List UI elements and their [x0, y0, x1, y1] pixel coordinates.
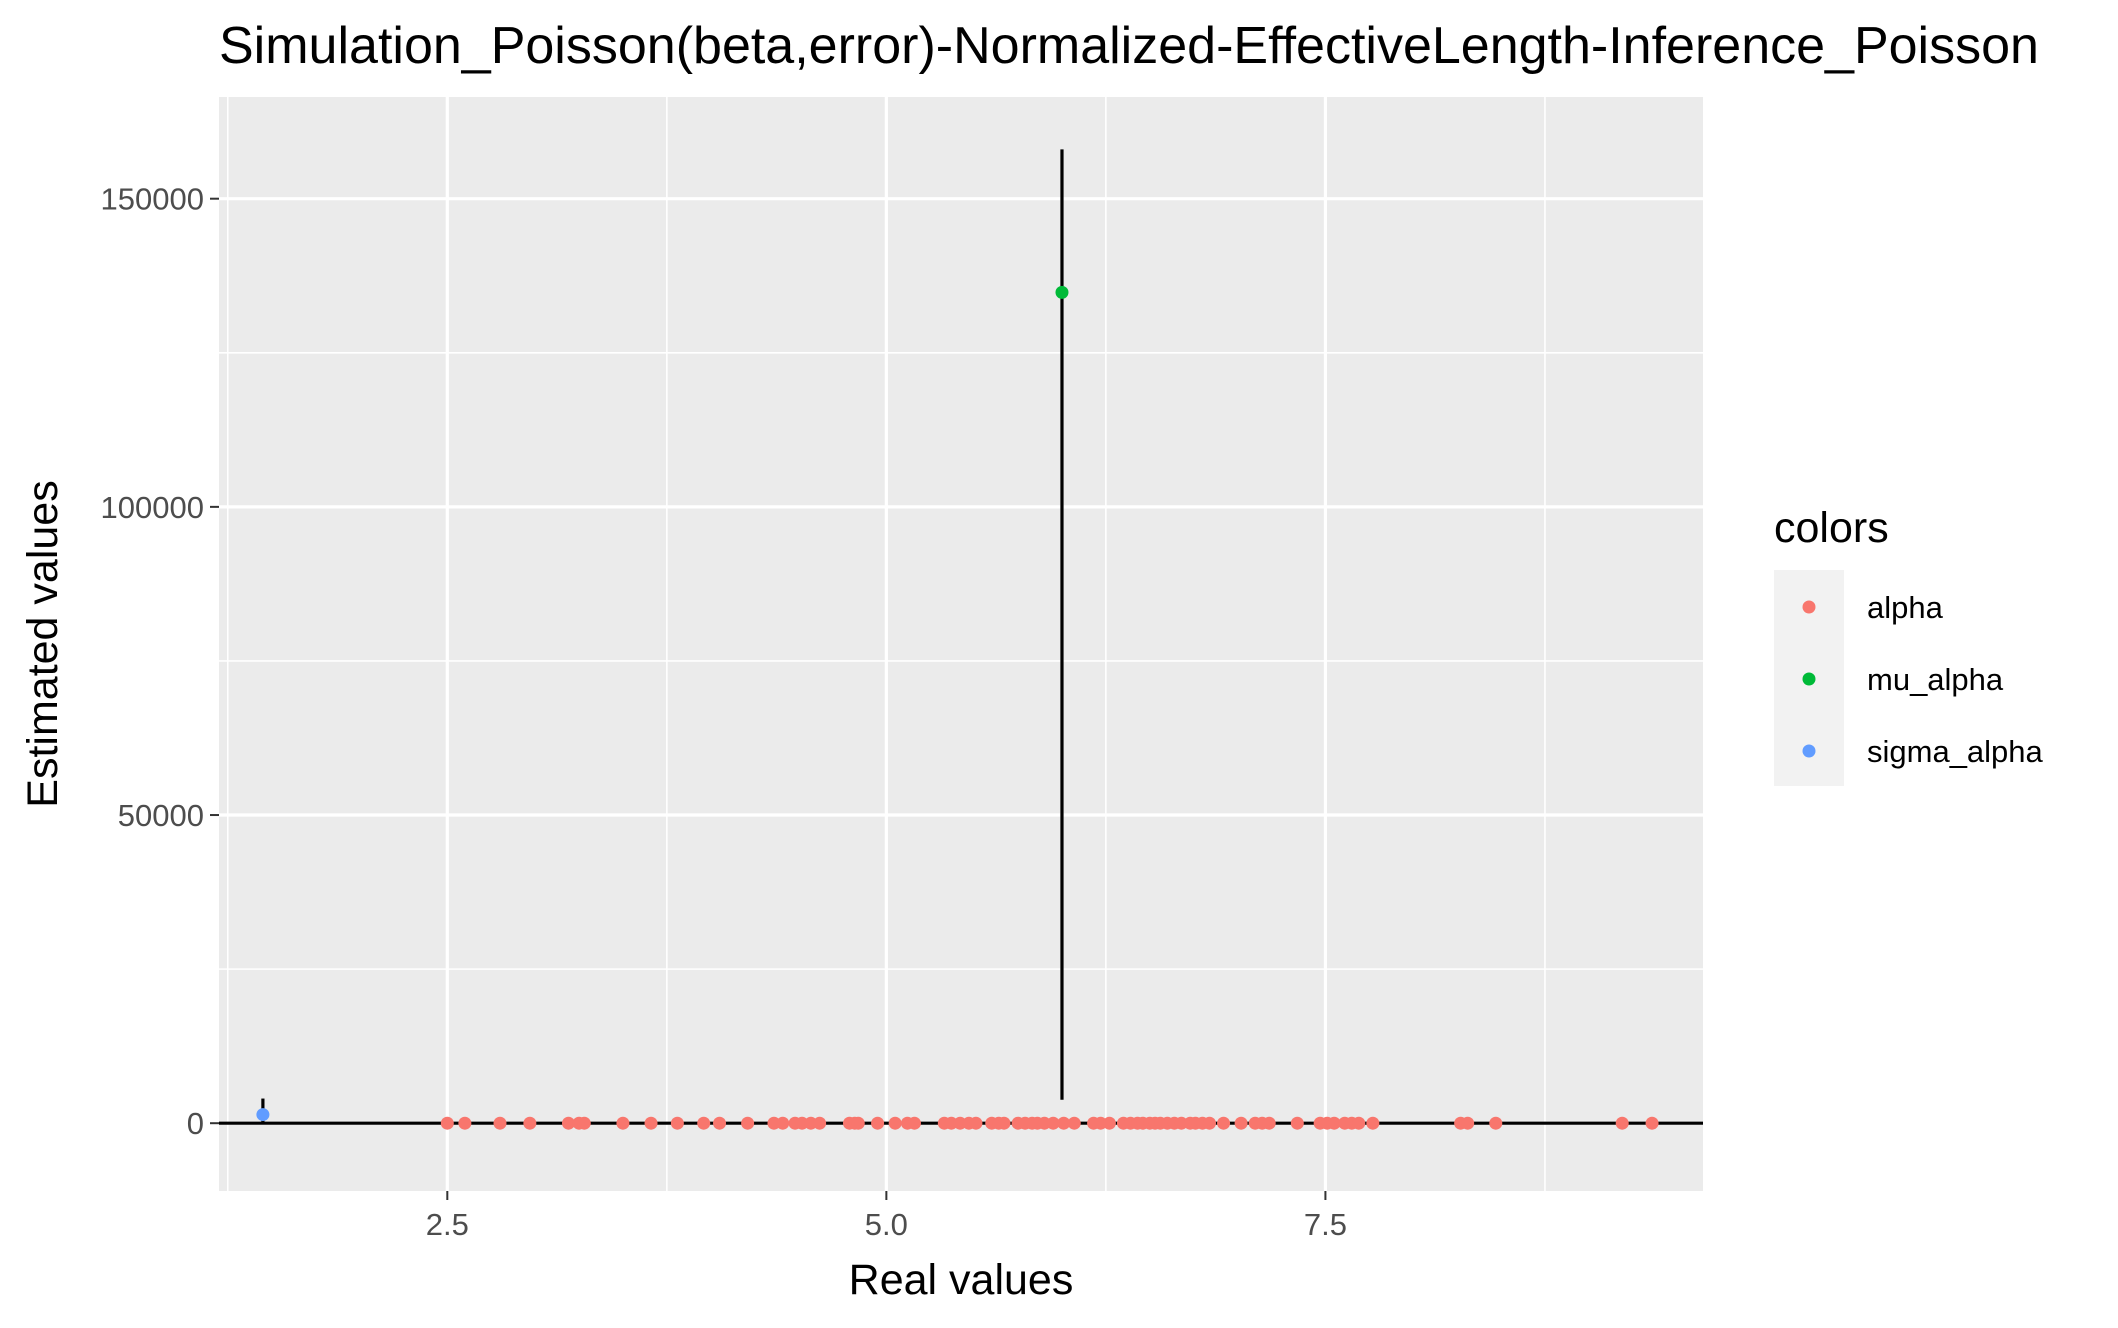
point-alpha [776, 1116, 790, 1130]
point-alpha [440, 1116, 454, 1130]
point-alpha [458, 1116, 472, 1130]
x-tick-label: 5.0 [865, 1207, 908, 1242]
point-alpha [713, 1116, 727, 1130]
plot-panel [219, 97, 1703, 1191]
legend-key-alpha [1802, 600, 1816, 614]
point-alpha [644, 1116, 658, 1130]
legend-label-mu_alpha: mu_alpha [1867, 662, 2004, 697]
y-axis-ticks: 0 50000 100000 150000 [101, 182, 219, 1141]
point-alpha [1327, 1116, 1341, 1130]
point-alpha [1352, 1116, 1366, 1130]
legend-key-sigma_alpha [1802, 744, 1816, 758]
y-tick-label: 100000 [101, 490, 204, 525]
legend-entries: alpha mu_alpha sigma_alpha [1802, 590, 2044, 769]
point-alpha [561, 1116, 575, 1130]
point-alpha [493, 1116, 507, 1130]
x-axis-ticks: 2.5 5.0 7.5 [426, 1191, 1347, 1242]
data-points [256, 285, 1659, 1130]
point-alpha [1366, 1116, 1380, 1130]
point-alpha [907, 1116, 921, 1130]
point-sigma_alpha [256, 1108, 270, 1122]
x-tick-label: 2.5 [426, 1207, 469, 1242]
legend-label-alpha: alpha [1867, 590, 1944, 625]
point-alpha [1203, 1116, 1217, 1130]
point-alpha [670, 1116, 684, 1130]
y-axis-title: Estimated values [19, 480, 67, 807]
point-alpha [1217, 1116, 1231, 1130]
point-alpha [813, 1116, 827, 1130]
point-alpha [1489, 1116, 1503, 1130]
point-alpha [1046, 1116, 1060, 1130]
point-alpha [888, 1116, 902, 1130]
x-tick-label: 7.5 [1304, 1207, 1347, 1242]
point-alpha [969, 1116, 983, 1130]
point-alpha [1067, 1116, 1081, 1130]
point-alpha [1262, 1116, 1276, 1130]
chart-title: Simulation_Poisson(beta,error)-Normalize… [219, 17, 2039, 75]
point-alpha [997, 1116, 1011, 1130]
point-alpha [1615, 1116, 1629, 1130]
point-alpha [1290, 1116, 1304, 1130]
point-alpha [871, 1116, 885, 1130]
point-alpha [1234, 1116, 1248, 1130]
point-alpha [697, 1116, 711, 1130]
y-tick-label: 150000 [101, 182, 204, 217]
point-mu_alpha [1055, 285, 1069, 299]
minor-gridlines [219, 97, 1703, 1191]
legend-label-sigma_alpha: sigma_alpha [1867, 734, 2044, 769]
point-alpha [616, 1116, 630, 1130]
point-alpha [577, 1116, 591, 1130]
y-tick-label: 0 [187, 1106, 204, 1141]
point-alpha [1057, 1116, 1071, 1130]
point-alpha [1645, 1116, 1659, 1130]
x-axis-title: Real values [849, 1256, 1074, 1304]
y-tick-label: 50000 [118, 798, 204, 833]
point-alpha [851, 1116, 865, 1130]
point-alpha [1461, 1116, 1475, 1130]
legend-key-mu_alpha [1802, 672, 1816, 686]
point-alpha [1102, 1116, 1116, 1130]
point-alpha [741, 1116, 755, 1130]
legend: colors alpha mu_alpha sigma_alpha [1774, 504, 2044, 786]
point-alpha [523, 1116, 537, 1130]
legend-title: colors [1774, 504, 1889, 552]
